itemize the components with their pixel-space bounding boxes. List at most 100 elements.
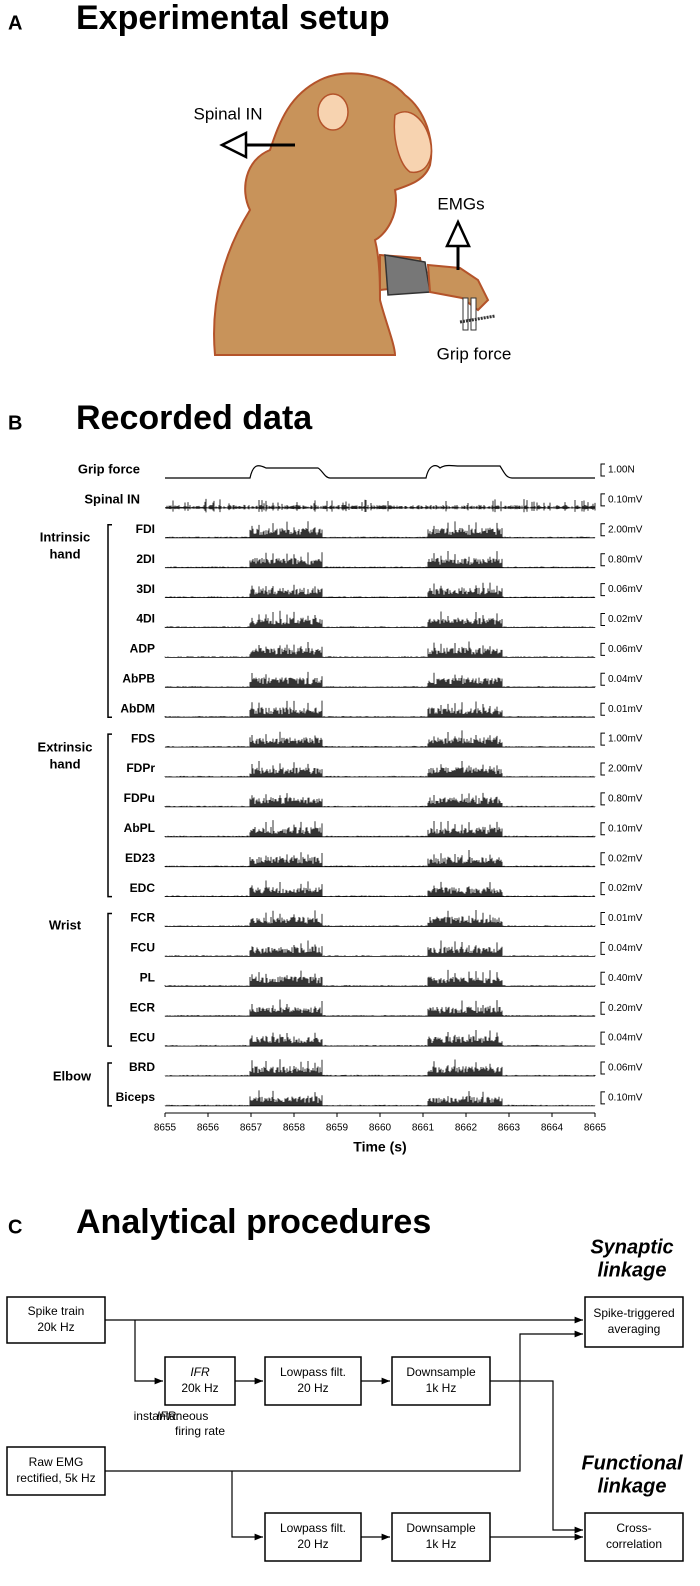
flow-box [584, 1296, 684, 1348]
flow-label: 20k Hz [181, 1381, 218, 1395]
scale-bracket [600, 971, 605, 985]
trace-label: ECU [130, 1030, 155, 1044]
annotation: EMGs [437, 194, 484, 213]
panel-title: Experimental setup [76, 0, 390, 37]
trace [164, 610, 596, 628]
trace-label: EDC [130, 881, 156, 895]
flow-label: 20 Hz [297, 1537, 328, 1551]
group-label: Extrinsic [38, 739, 93, 754]
scale-label: 0.80mV [608, 794, 643, 805]
scale-label: 0.06mV [608, 1063, 643, 1074]
trace [165, 464, 595, 479]
scale-bracket [600, 941, 605, 955]
group-label: Elbow [53, 1068, 92, 1083]
x-tick-label: 8659 [326, 1123, 349, 1134]
trace-label: AbPL [124, 821, 155, 835]
group-label: hand [49, 756, 80, 771]
x-tick-label: 8656 [197, 1123, 220, 1134]
linkage-label: Synaptic [590, 1236, 673, 1258]
flow-label: Cross- [616, 1521, 651, 1535]
flow-label: rectified, 5k Hz [16, 1471, 95, 1485]
trace [164, 671, 596, 688]
trace [164, 700, 596, 718]
scale-bracket [600, 1031, 605, 1045]
flow-box [264, 1512, 362, 1562]
flow-box [391, 1512, 491, 1562]
group-label: Wrist [49, 917, 82, 932]
traces: Grip force 1.00N Spinal IN 0.10mV FDI 2.00mV 2… [38, 461, 643, 1154]
emg-arrow [445, 218, 471, 270]
trace-label: 3DI [136, 582, 155, 596]
scale-bracket [600, 852, 605, 866]
flow-label: 1k Hz [426, 1381, 457, 1395]
trace [164, 551, 596, 568]
scale-label: 0.01mV [608, 913, 643, 924]
scale-label: 2.00mV [608, 524, 643, 535]
scale-bracket [600, 1061, 605, 1075]
panel-label: A [8, 12, 22, 34]
trace-label: Spinal IN [84, 491, 140, 506]
scale-bracket [600, 583, 605, 597]
group-bracket [107, 1062, 112, 1107]
scale-label: 1.00N [608, 465, 635, 476]
flow-label: Spike train [28, 1304, 85, 1318]
flow-wires [105, 1316, 583, 1541]
scale-label: 0.06mV [608, 644, 643, 655]
linkage-label: linkage [598, 1259, 667, 1281]
trace-label: FCU [130, 941, 155, 955]
trace [164, 792, 596, 807]
scale-label: 0.10mV [608, 1093, 643, 1104]
trace-label: FDS [131, 731, 155, 745]
scale-bracket [600, 642, 605, 656]
trace-label: BRD [129, 1060, 155, 1074]
flow-label: Downsample [406, 1521, 476, 1535]
note-term: IFR: [157, 1409, 180, 1423]
flow-label: Downsample [406, 1365, 476, 1379]
annotation: Grip force [437, 344, 512, 363]
trace [164, 521, 596, 538]
note-text: firing rate [175, 1424, 225, 1438]
trace-label: FCR [130, 911, 155, 925]
x-tick-label: 8655 [154, 1123, 177, 1134]
scale-bracket [600, 732, 605, 746]
trace [164, 1059, 596, 1076]
trace [164, 1030, 596, 1047]
group-label: hand [49, 546, 80, 561]
scale-label: 0.80mV [608, 554, 643, 565]
panel-label: C [8, 1216, 22, 1238]
scale-label: 0.10mV [608, 495, 643, 506]
scale-bracket [600, 493, 605, 507]
scale-label: 0.04mV [608, 674, 643, 685]
scale-label: 0.40mV [608, 973, 643, 984]
flow-label: 20 Hz [297, 1381, 328, 1395]
scale-bracket [600, 762, 605, 776]
trace [164, 940, 596, 957]
panel-title: Analytical procedures [76, 1203, 431, 1241]
flow-label: 1k Hz [426, 1537, 457, 1551]
trace-label: FDPu [124, 791, 155, 805]
panel-label: B [8, 412, 22, 434]
scale-label: 0.02mV [608, 853, 643, 864]
scale-bracket [600, 882, 605, 896]
trace [164, 880, 596, 897]
x-tick-label: 8661 [412, 1123, 435, 1134]
flow-box [6, 1446, 106, 1496]
trace-label: AbPB [122, 671, 155, 685]
flow-box [6, 1296, 106, 1344]
flow-box [164, 1356, 236, 1406]
trace-label: ED23 [125, 851, 155, 865]
scale-label: 0.01mV [608, 704, 643, 715]
flow-label: 20k Hz [37, 1320, 74, 1334]
trace-label: 4DI [136, 612, 155, 626]
flow-label: Spike-triggered [593, 1306, 674, 1320]
scale-bracket [600, 672, 605, 686]
note-text: instantaneous [134, 1409, 209, 1423]
trace-label: PL [140, 970, 155, 984]
group-label: Intrinsic [40, 529, 91, 544]
trace [164, 1090, 596, 1106]
flow-box [391, 1356, 491, 1406]
scale-bracket [600, 553, 605, 567]
flow-label: averaging [608, 1322, 661, 1336]
trace [165, 498, 596, 513]
